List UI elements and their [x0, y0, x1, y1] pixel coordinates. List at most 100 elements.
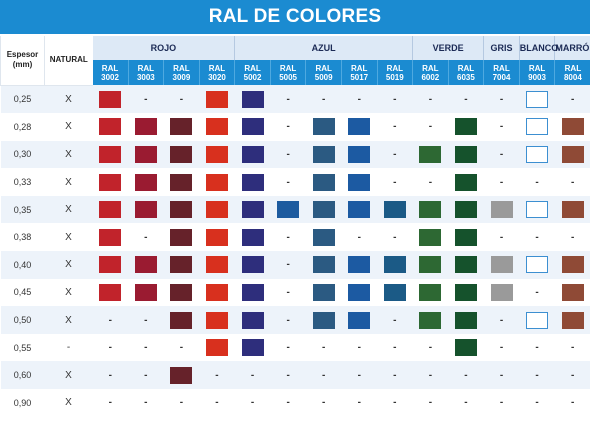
ral-label: RAL: [422, 63, 439, 73]
color-cell: [377, 251, 413, 279]
color-swatch: [241, 145, 264, 163]
unavailable-dash: -: [535, 176, 539, 188]
espesor-header: Espesor (mm): [0, 36, 45, 86]
unavailable-dash: -: [286, 397, 290, 409]
color-cell: -: [377, 223, 413, 252]
color-cell: [341, 306, 378, 334]
color-swatch: [561, 283, 584, 301]
color-cell: -: [483, 113, 520, 141]
table-row: 0,35 X: [0, 195, 590, 224]
ral-label: RAL: [173, 63, 190, 73]
group-header-blanco: BLANCO: [518, 36, 558, 60]
table-row: 0,38 X - - - - - - -: [0, 223, 590, 252]
color-cell: -: [448, 85, 484, 114]
unavailable-dash: -: [215, 369, 219, 381]
color-swatch: [561, 201, 584, 219]
color-swatch: [526, 311, 549, 329]
unavailable-dash: -: [286, 259, 290, 271]
color-cell: -: [554, 333, 590, 362]
unavailable-dash: -: [535, 369, 539, 381]
color-cell: -: [234, 361, 271, 390]
natural-value: X: [44, 251, 93, 279]
ral-code: 8004: [563, 72, 582, 82]
unavailable-dash: -: [499, 148, 504, 160]
color-cell: [199, 223, 235, 252]
ral-color-table: Espesor (mm) NATURAL ROJO AZUL VERDE GRI…: [0, 36, 590, 417]
ral-code: 5009: [314, 72, 333, 82]
color-cell: -: [554, 389, 590, 417]
color-cell: [128, 168, 164, 196]
unavailable-dash: -: [144, 397, 148, 409]
color-swatch: [526, 118, 549, 136]
color-cell: [128, 113, 164, 141]
color-cell: -: [199, 361, 235, 390]
color-cell: -: [483, 389, 520, 417]
color-cell: -: [199, 389, 235, 417]
color-cell: -: [483, 140, 520, 169]
unavailable-dash: -: [428, 121, 433, 133]
color-swatch: [99, 90, 122, 108]
color-cell: -: [519, 361, 555, 390]
color-swatch: [561, 311, 584, 329]
ral-code-header: RAL 9003: [518, 60, 555, 85]
color-cell: -: [554, 168, 590, 196]
ral-label: RAL: [208, 63, 226, 73]
unavailable-dash: -: [535, 397, 539, 409]
ral-code-header: RAL 3020: [198, 60, 235, 85]
unavailable-dash: -: [393, 314, 397, 326]
color-cell: [519, 195, 555, 224]
color-cell: -: [305, 85, 342, 114]
color-cell: [199, 113, 235, 141]
color-swatch: [99, 228, 122, 246]
color-cell: [341, 113, 378, 141]
color-cell: [483, 251, 520, 279]
ral-code: 7004: [492, 72, 511, 82]
color-cell: -: [305, 361, 342, 390]
color-swatch: [99, 256, 122, 274]
color-cell: -: [412, 168, 449, 196]
color-cell: -: [163, 389, 200, 417]
unavailable-dash: -: [499, 93, 504, 105]
espesor-value: 0,40: [0, 251, 45, 279]
ral-code: 3020: [208, 72, 226, 82]
color-cell: [412, 140, 449, 169]
color-swatch: [490, 256, 513, 274]
color-cell: -: [377, 361, 413, 390]
espesor-value: 0,35: [0, 195, 45, 224]
unavailable-dash: -: [535, 231, 539, 243]
color-cell: [234, 333, 271, 362]
color-cell: [199, 140, 235, 169]
unavailable-dash: -: [144, 369, 148, 381]
color-cell: -: [483, 333, 520, 362]
color-cell: [305, 306, 342, 334]
color-cell: [234, 113, 271, 141]
color-cell: -: [234, 389, 271, 417]
ral-code: 9003: [528, 72, 546, 82]
color-cell: -: [270, 389, 306, 417]
color-swatch: [170, 228, 193, 246]
color-cell: -: [412, 361, 449, 390]
espesor-value: 0,45: [0, 278, 45, 307]
color-cell: -: [92, 333, 129, 362]
color-cell: -: [270, 251, 306, 279]
color-cell: -: [92, 361, 129, 390]
color-swatch: [312, 283, 335, 301]
color-cell: [483, 278, 520, 307]
table-row: 0,33 X - - - - - -: [0, 168, 590, 196]
unavailable-dash: -: [393, 342, 397, 354]
color-cell: -: [377, 85, 413, 114]
color-swatch: [134, 173, 157, 191]
color-cell: -: [483, 306, 520, 334]
color-cell: -: [341, 85, 378, 114]
unavailable-dash: -: [393, 369, 397, 381]
color-cell: [270, 195, 306, 224]
unavailable-dash: -: [535, 342, 539, 354]
group-header-gris: GRIS: [483, 36, 520, 60]
color-swatch: [348, 256, 371, 274]
color-swatch: [134, 145, 157, 163]
color-cell: [199, 85, 235, 114]
color-swatch: [277, 201, 300, 219]
color-cell: [128, 278, 164, 307]
ral-code: 3003: [136, 72, 155, 82]
ral-label: RAL: [279, 63, 297, 73]
